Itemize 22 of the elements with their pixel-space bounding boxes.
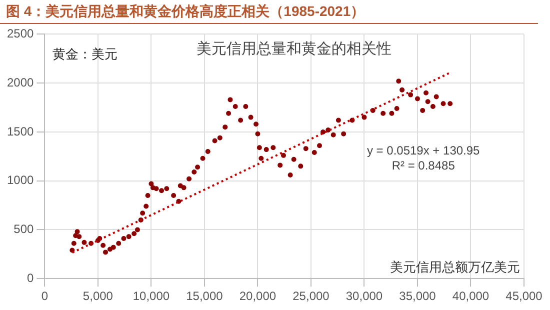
annotation: R² = 0.8485 [392, 158, 456, 173]
y-axis-title: 黄金：美元 [52, 46, 118, 62]
x-tick-label: 20,000 [239, 289, 276, 304]
x-tick-label: 30,000 [346, 289, 383, 304]
x-tick-label: 5,000 [82, 289, 114, 304]
y-tick-label: 0 [27, 270, 34, 285]
x-tick-label: 10,000 [132, 289, 170, 304]
y-tick-label: 500 [14, 222, 34, 236]
y-tick-label: 2000 [6, 75, 34, 90]
x-tick-label: 40,000 [452, 289, 490, 304]
y-tick-label: 2500 [6, 26, 34, 41]
chart-subtitle: 美元信用总量和黄金的相关性 [196, 40, 392, 58]
x-tick-label: 45,000 [506, 289, 543, 304]
x-tick-label: 35,000 [399, 289, 436, 304]
x-tick-label: 25,000 [292, 289, 330, 304]
x-tick-label: 15,000 [186, 289, 224, 304]
chart-title: 图 4：美元信用总量和黄金价格高度正相关（1985-2021） [0, 0, 538, 24]
y-tick-label: 1500 [6, 124, 34, 138]
x-tick-label: 0 [41, 289, 48, 304]
y-tick-label: 1000 [6, 173, 34, 188]
annotation: y = 0.0519x + 130.95 [366, 144, 480, 158]
x-axis-title: 美元信用总额万亿美元 [390, 259, 520, 276]
